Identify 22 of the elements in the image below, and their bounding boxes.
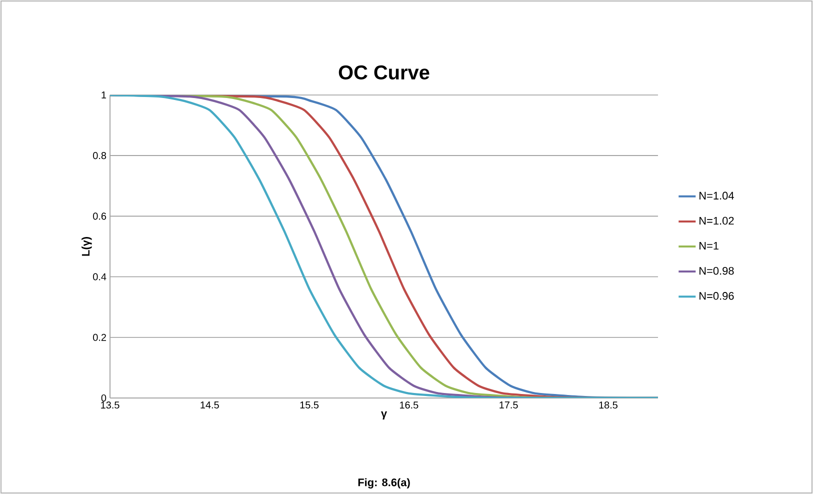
chart-title: OC Curve bbox=[338, 65, 430, 80]
y-axis-title: L(γ) bbox=[82, 236, 92, 256]
y-tick-label: 0 bbox=[101, 394, 106, 402]
line-series bbox=[110, 94, 658, 398]
y-tick-label: 0.6 bbox=[93, 212, 106, 220]
legend-label: N=0.96 bbox=[700, 292, 734, 300]
y-tick-label: 1 bbox=[102, 92, 106, 98]
legend-label: N=1.04 bbox=[700, 192, 734, 200]
x-tick-label: 14.5 bbox=[200, 402, 219, 408]
legend-label: N=1.02 bbox=[700, 216, 734, 225]
x-tick-label: 18.5 bbox=[599, 402, 618, 409]
y-tick-label: 0.8 bbox=[93, 152, 106, 160]
text: Fig: 8.6(a) bbox=[358, 478, 410, 488]
x-tick-label: 17.5 bbox=[500, 402, 518, 408]
legend-label: N=1 bbox=[700, 242, 718, 250]
y-tick-label: 0.2 bbox=[93, 334, 106, 341]
x-tick-label: 15.5 bbox=[300, 402, 319, 408]
x-axis-title: γ bbox=[381, 411, 388, 420]
x-tick-label: 16.5 bbox=[400, 402, 418, 409]
y-tick-label: 0.4 bbox=[93, 273, 106, 280]
x-tick-label: 13.5 bbox=[101, 402, 120, 409]
legend-label: N=0.98 bbox=[700, 266, 734, 275]
